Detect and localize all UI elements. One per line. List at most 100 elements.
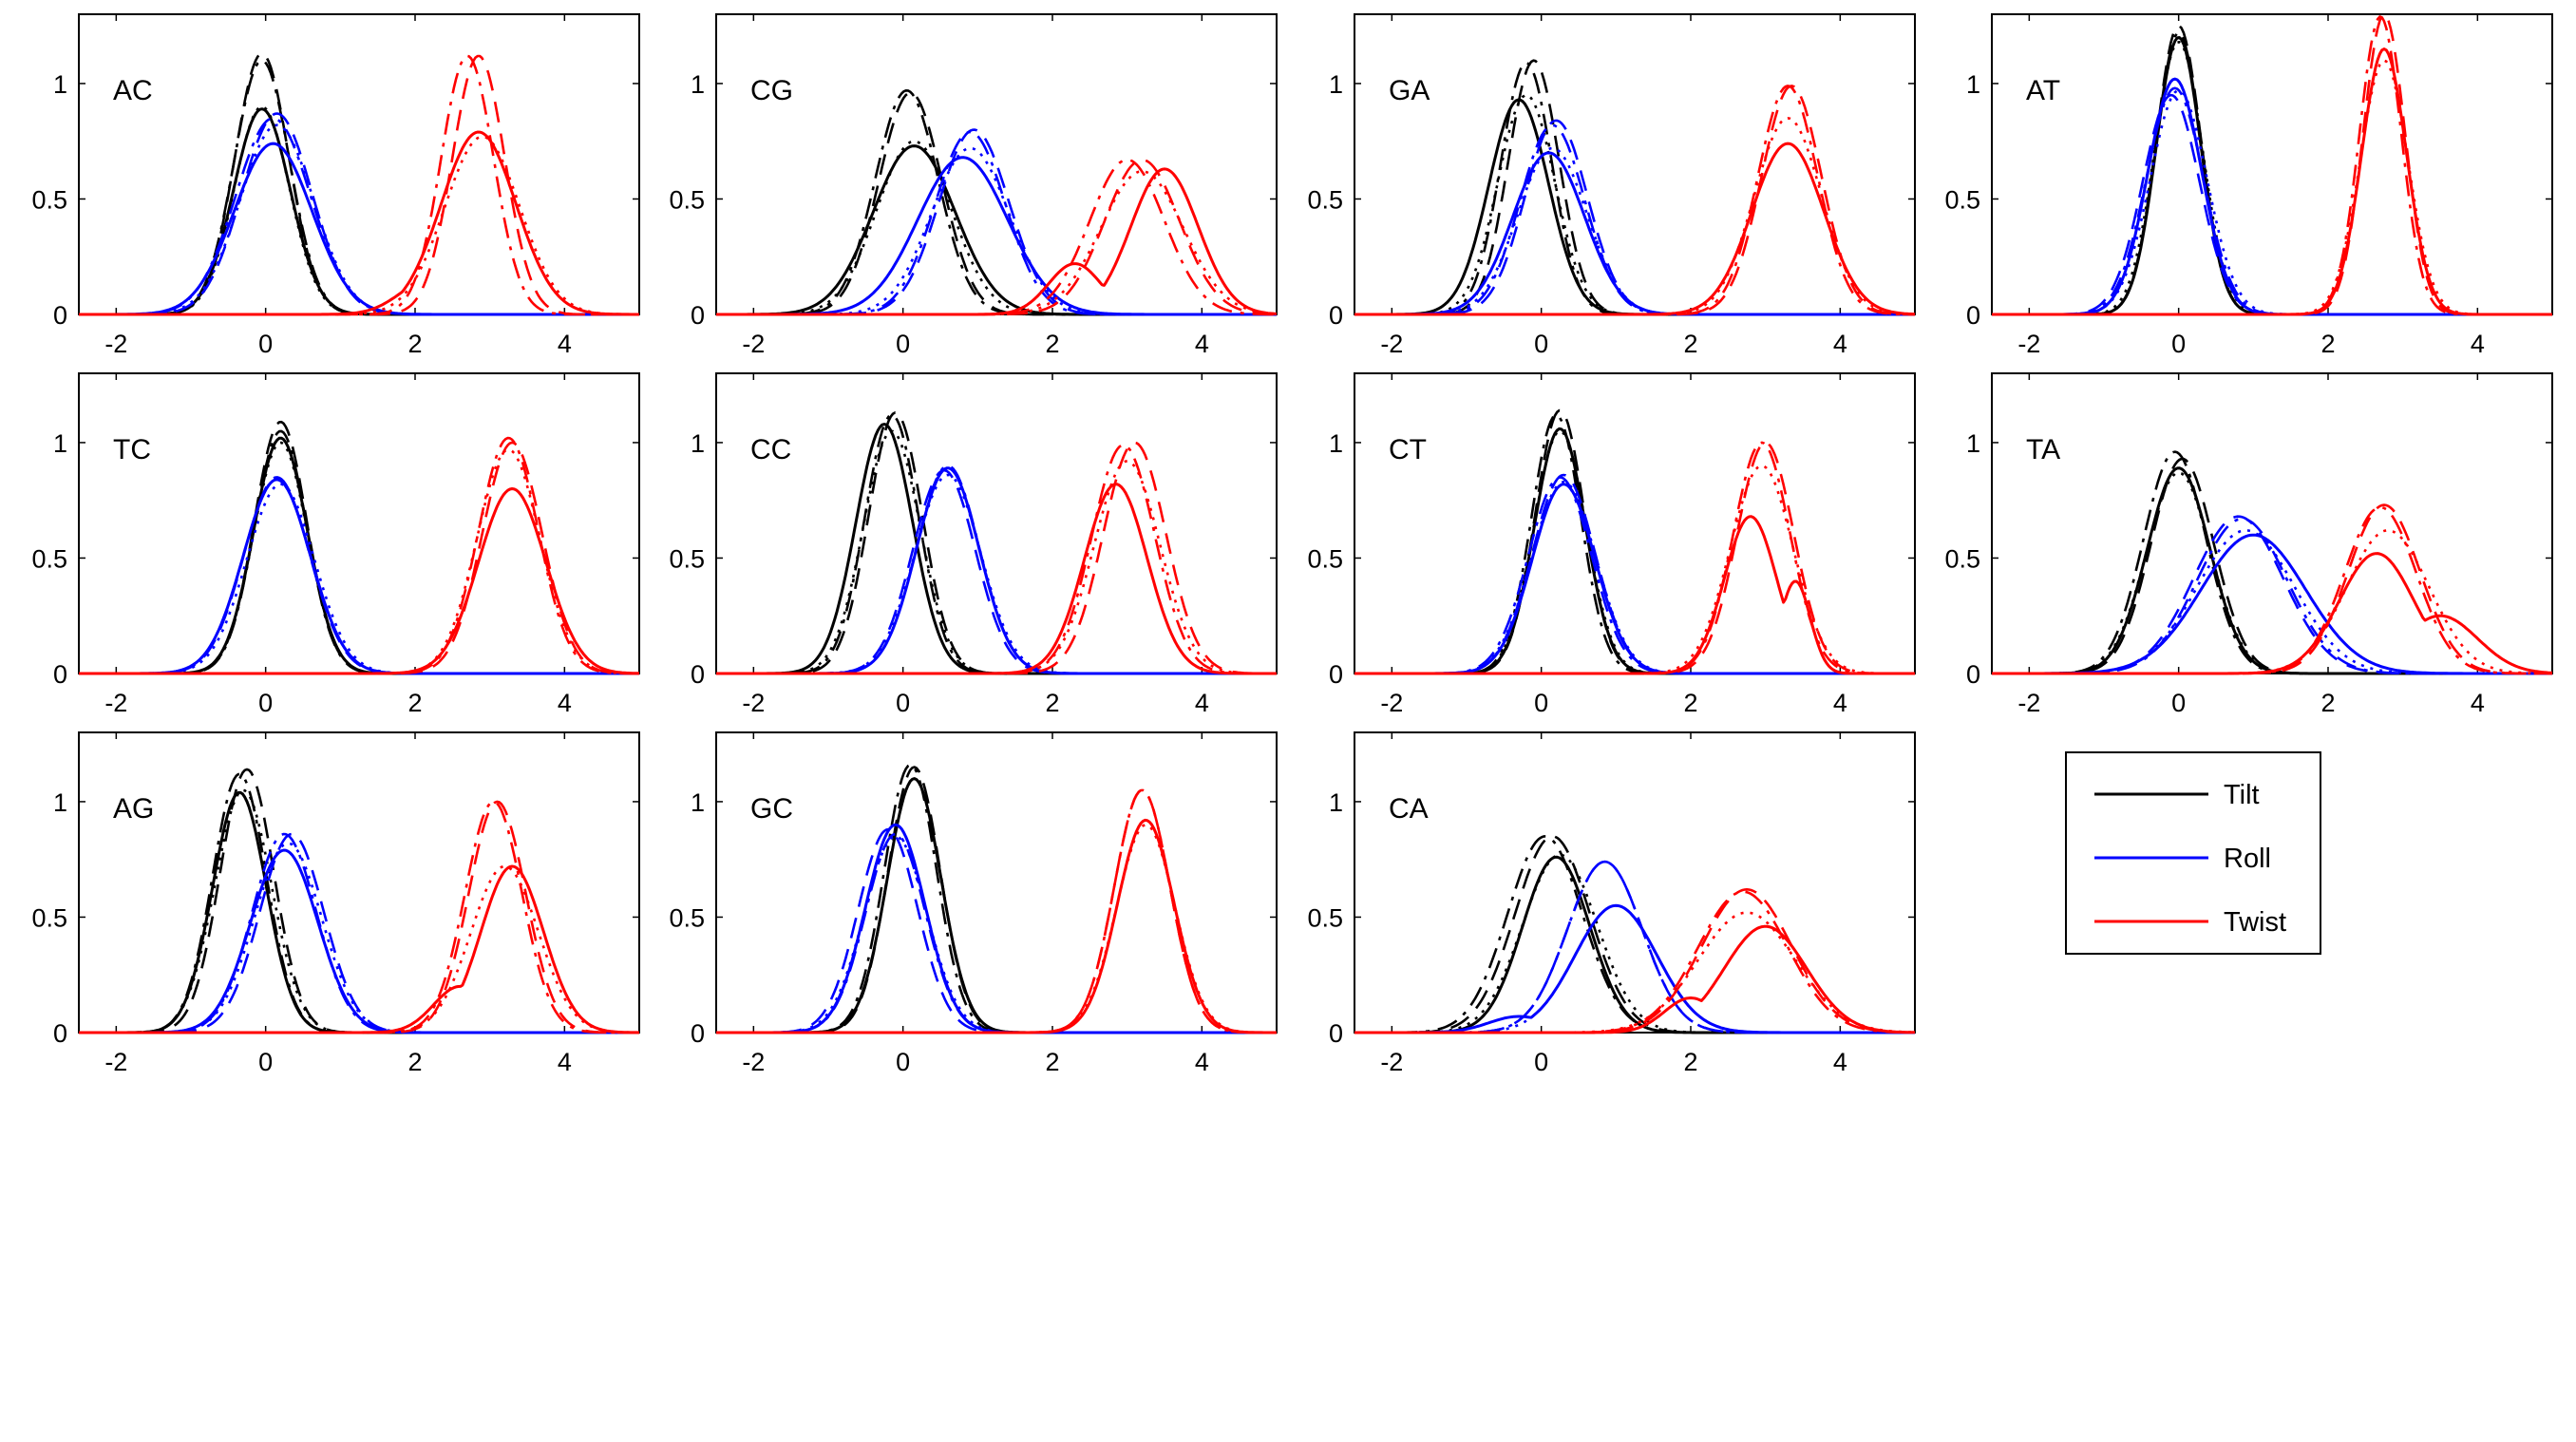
series-twist-dashdot-line: [79, 436, 639, 675]
series-roll-dashed-line: [1992, 515, 2552, 675]
y-tick-label: 1: [691, 788, 705, 817]
y-tick-label: 0: [53, 301, 67, 330]
series-tilt-dotted-line: [79, 788, 639, 1034]
y-tick-label: 0: [1966, 301, 1980, 330]
panel-ta: -2 0 2 4 0 0.5 1 TA: [1944, 372, 2553, 717]
x-tick-label: 0: [1534, 1048, 1548, 1076]
series-twist-dashdot-line: [1992, 505, 2552, 675]
x-tick-label: 0: [2171, 330, 2186, 358]
series-twist-dashed-line: [79, 441, 639, 675]
y-tick-label: 0: [53, 660, 67, 689]
x-tick-label: 0: [896, 1048, 910, 1076]
panel-gc: -2 0 2 4 0 0.5 1 GC: [669, 731, 1278, 1076]
y-tick-label: 0: [691, 301, 705, 330]
series-twist-dashed-line: [79, 54, 639, 316]
series-twist-dashdot-line: [716, 158, 1277, 316]
y-tick-label: 0: [691, 1019, 705, 1048]
x-tick-label: 4: [1833, 330, 1847, 358]
y-tick-label: 0: [1329, 1019, 1343, 1048]
x-tick-label: 2: [1683, 1048, 1697, 1076]
y-tick-label: 1: [53, 788, 67, 817]
series-twist-dashdot-line: [716, 788, 1277, 1034]
x-tick-label: 0: [2171, 689, 2186, 717]
legend: Tilt Roll Twist: [2065, 751, 2321, 955]
x-tick-label: 4: [1195, 689, 1209, 717]
x-tick-label: 2: [1683, 330, 1697, 358]
y-tick-label: 0.5: [1944, 544, 1980, 573]
y-tick-label: 0.5: [1307, 185, 1343, 214]
x-tick-label: 4: [2471, 330, 2485, 358]
series-twist-dashed-line: [1354, 887, 1916, 1034]
x-tick-label: -2: [104, 1048, 127, 1076]
x-tick-label: 2: [407, 1048, 422, 1076]
panel-ac: -2 0 2 4 0 0.5 1 AC: [31, 13, 640, 358]
x-tick-label: 0: [1534, 330, 1548, 358]
y-tick-label: 0.5: [1944, 185, 1980, 214]
y-tick-label: 0.5: [1307, 544, 1343, 573]
x-tick-label: 4: [2471, 689, 2485, 717]
y-tick-label: 0: [53, 1019, 67, 1048]
y-tick-label: 1: [1329, 70, 1343, 99]
y-tick-label: 0.5: [1307, 903, 1343, 932]
panel-label: GA: [1389, 75, 1430, 106]
x-tick-label: 0: [1534, 689, 1548, 717]
y-tick-label: 0.5: [31, 544, 67, 573]
y-tick-label: 0.5: [669, 185, 705, 214]
series-twist-dashed-line: [716, 158, 1278, 316]
y-tick-label: 0: [1329, 301, 1343, 330]
panel-label: AG: [113, 793, 154, 825]
panel-label: AT: [2026, 75, 2060, 106]
panel-tc: -2 0 2 4 0 0.5 1 TC: [31, 372, 640, 717]
y-tick-label: 1: [1329, 788, 1343, 817]
x-tick-label: -2: [104, 689, 127, 717]
series-twist-dashed-line: [1992, 503, 2552, 675]
series-twist-dotted-line: [1354, 117, 1915, 316]
x-tick-label: 4: [558, 330, 572, 358]
panel-ag: -2 0 2 4 0 0.5 1 AG: [31, 731, 640, 1076]
x-tick-label: 2: [1683, 689, 1697, 717]
series-twist-dashdot-line: [1354, 441, 1915, 675]
x-tick-label: 4: [1195, 330, 1209, 358]
y-tick-label: 0.5: [31, 185, 67, 214]
panel-ga: -2 0 2 4 0 0.5 1 GA: [1307, 13, 1916, 358]
x-tick-label: 4: [558, 689, 572, 717]
series-twist-dashdot-line: [1354, 85, 1915, 316]
series-roll-dotted-line: [1354, 146, 1915, 316]
series-roll-dotted-line: [716, 473, 1277, 675]
legend-label-twist: Twist: [2224, 907, 2286, 938]
x-tick-label: 4: [558, 1048, 572, 1076]
series-roll-dashdot-line: [79, 478, 639, 675]
x-tick-label: -2: [742, 1048, 765, 1076]
series-twist-dashed-line: [716, 441, 1277, 675]
panel-cg: -2 0 2 4 0 0.5 1 CG: [669, 13, 1278, 358]
series-roll-dashed-line: [716, 468, 1277, 675]
panel-cc: -2 0 2 4 0 0.5 1 CC: [669, 372, 1278, 717]
y-tick-label: 1: [691, 70, 705, 99]
series-roll-dotted-line: [716, 146, 1277, 316]
x-tick-label: -2: [1380, 1048, 1403, 1076]
x-tick-label: 4: [1195, 1048, 1209, 1076]
x-tick-label: 2: [1045, 689, 1059, 717]
y-tick-label: 1: [53, 429, 67, 458]
series-tilt-dashed-line: [716, 91, 1277, 316]
x-tick-label: 2: [407, 689, 422, 717]
y-tick-label: 0: [1966, 660, 1980, 689]
x-tick-label: 2: [1045, 330, 1059, 358]
panel-label: CA: [1389, 793, 1429, 825]
x-tick-label: -2: [742, 689, 765, 717]
y-tick-label: 1: [691, 429, 705, 458]
y-tick-label: 1: [1966, 70, 1980, 99]
panel-at: -2 0 2 4 0 0.5 1 AT: [1944, 12, 2553, 358]
y-tick-label: 0: [691, 660, 705, 689]
x-tick-label: 0: [896, 689, 910, 717]
series-twist-dotted-line: [716, 170, 1278, 316]
x-tick-label: 0: [258, 330, 273, 358]
x-tick-label: -2: [1380, 689, 1403, 717]
panels: -2 0 2 4 0 0.5 1 AC -2 0 2 4 0 0.5 1 CG -2 0 2 4 0 0.5 1 GA -2 0 2…: [31, 12, 2553, 1076]
x-tick-label: 4: [1833, 689, 1847, 717]
legend-label-roll: Roll: [2224, 844, 2271, 874]
x-tick-label: 2: [2320, 330, 2335, 358]
panel-label: CC: [750, 434, 791, 465]
x-tick-label: -2: [1380, 330, 1403, 358]
